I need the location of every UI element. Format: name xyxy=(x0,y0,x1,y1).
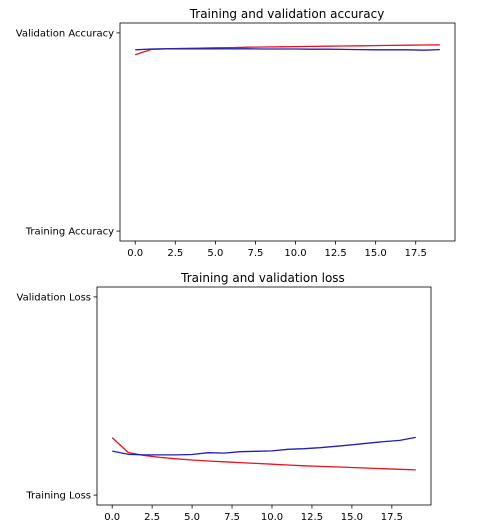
x-tick-label: 10.0 xyxy=(284,248,306,259)
x-tick-label: 12.5 xyxy=(324,248,346,259)
x-tick-label: 0.0 xyxy=(127,248,143,259)
x-tick-label: 15.0 xyxy=(341,512,363,523)
accuracy-chart: Training and validation accuracy 0.0 2.5 5… xyxy=(16,7,456,259)
chart-title: Training and validation accuracy xyxy=(189,7,385,21)
x-tick-label: 2.5 xyxy=(167,248,183,259)
axes-frame xyxy=(119,22,456,242)
x-tick-label: 17.5 xyxy=(405,248,427,259)
x-tick-label: 0.0 xyxy=(104,512,120,523)
x-tick-label: 5.0 xyxy=(207,248,223,259)
y-tick-label: Validation Accuracy xyxy=(16,28,114,39)
chart-title: Training and validation loss xyxy=(180,271,345,285)
loss-chart: Training and validation loss 0.0 2.5 5.0 7.… xyxy=(17,271,432,523)
x-tick-label: 17.5 xyxy=(381,512,403,523)
x-tick-label: 10.0 xyxy=(261,512,283,523)
series-line-1 xyxy=(135,48,440,51)
series-line-1 xyxy=(112,436,416,456)
y-tick-label: Training Accuracy xyxy=(25,227,114,238)
x-tick-label: 12.5 xyxy=(301,512,323,523)
y-tick-label: Training Loss xyxy=(25,491,91,502)
axes-frame xyxy=(96,286,432,506)
x-tick-label: 7.5 xyxy=(224,512,240,523)
series-line-0 xyxy=(111,437,416,471)
x-tick-label: 15.0 xyxy=(365,248,387,259)
x-tick-label: 5.0 xyxy=(184,512,200,523)
y-tick-label: Validation Loss xyxy=(17,292,92,303)
x-tick-label: 2.5 xyxy=(144,512,160,523)
x-tick-label: 7.5 xyxy=(247,248,263,259)
